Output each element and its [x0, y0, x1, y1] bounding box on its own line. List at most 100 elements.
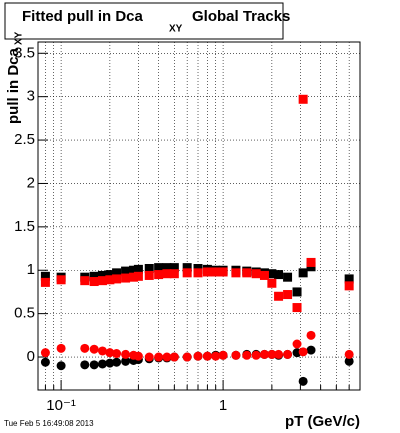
data-point	[162, 269, 172, 279]
data-point	[105, 275, 115, 285]
x-axis-label: pT (GeV/c)	[285, 413, 360, 430]
data-point	[218, 267, 228, 277]
data-point	[97, 276, 107, 286]
data-point	[154, 270, 164, 280]
data-point	[97, 346, 107, 356]
chart-title-suffix: Global Tracks	[192, 8, 290, 25]
data-point	[292, 287, 302, 297]
data-point	[169, 263, 179, 273]
data-point	[344, 356, 354, 366]
data-point	[231, 268, 241, 278]
data-point	[344, 281, 354, 291]
data-point	[182, 268, 192, 278]
data-point	[154, 263, 164, 273]
data-point	[218, 350, 228, 360]
data-point	[121, 266, 131, 276]
data-point	[274, 291, 284, 301]
x-tick-label: 1	[219, 397, 227, 414]
data-point	[112, 274, 122, 284]
data-point	[80, 276, 90, 286]
data-point	[344, 349, 354, 359]
y-tick-label: 1.5	[14, 218, 35, 235]
data-point	[182, 263, 192, 273]
data-point	[112, 268, 122, 278]
data-point	[283, 349, 293, 359]
data-point	[121, 349, 131, 359]
y-tick-label: 3.5	[14, 44, 35, 61]
data-point	[40, 271, 50, 281]
data-point	[298, 376, 308, 386]
data-point	[306, 330, 316, 340]
data-point	[112, 349, 122, 359]
data-point	[259, 270, 269, 280]
data-point	[344, 274, 354, 284]
y-tick-label: 1	[27, 261, 35, 278]
data-point	[80, 343, 90, 353]
data-point	[251, 350, 261, 360]
data-point	[129, 272, 139, 282]
data-point	[231, 350, 241, 360]
data-point	[144, 352, 154, 362]
timestamp: Tue Feb 5 16:49:08 2013	[4, 419, 94, 428]
data-point	[105, 358, 115, 368]
data-point	[292, 339, 302, 349]
data-point	[80, 360, 90, 370]
data-point	[267, 349, 277, 359]
y-axis-label-subscript: XY	[14, 31, 25, 45]
data-point	[154, 352, 164, 362]
data-point	[182, 352, 192, 362]
data-point	[193, 268, 203, 278]
y-tick-label: 2	[27, 174, 35, 191]
data-point	[162, 352, 172, 362]
data-point	[89, 360, 99, 370]
data-point	[89, 344, 99, 354]
data-point	[283, 290, 293, 300]
data-point	[251, 269, 261, 279]
data-point	[97, 270, 107, 280]
data-point	[202, 351, 212, 361]
data-point	[133, 264, 143, 274]
data-point	[133, 351, 143, 361]
data-point	[56, 343, 66, 353]
data-point	[169, 269, 179, 279]
data-point	[306, 257, 316, 267]
data-point	[306, 345, 316, 355]
chart-title: Fitted pull in Dca	[22, 8, 143, 25]
data-point	[267, 269, 277, 279]
data-point	[144, 264, 154, 274]
data-point	[292, 303, 302, 313]
data-point	[89, 271, 99, 281]
data-point	[129, 265, 139, 275]
title-box	[4, 2, 284, 40]
data-point	[298, 94, 308, 104]
data-point	[89, 277, 99, 287]
data-point	[267, 278, 277, 288]
data-point	[40, 357, 50, 367]
data-point	[274, 270, 284, 280]
x-tick-label: 10⁻¹	[46, 397, 76, 414]
data-point	[162, 263, 172, 273]
data-point	[105, 270, 115, 280]
data-point	[56, 275, 66, 285]
data-point	[202, 267, 212, 277]
data-point	[105, 348, 115, 358]
data-point	[211, 267, 221, 277]
y-tick-label: 0	[27, 348, 35, 365]
chart-title-subscript: XY	[169, 24, 183, 35]
data-point	[259, 349, 269, 359]
data-point	[121, 273, 131, 283]
data-point	[211, 351, 221, 361]
data-point	[298, 268, 308, 278]
data-point	[298, 347, 308, 357]
y-axis-label: pull in Dca	[5, 48, 22, 125]
data-point	[40, 348, 50, 358]
y-tick-label: 3	[27, 88, 35, 105]
y-tick-label: 0.5	[14, 305, 35, 322]
data-point	[40, 277, 50, 287]
data-point	[242, 350, 252, 360]
data-point	[56, 361, 66, 371]
y-tick-label: 2.5	[14, 131, 35, 148]
plot-frame	[37, 41, 361, 391]
data-point	[274, 349, 284, 359]
data-point	[121, 356, 131, 366]
